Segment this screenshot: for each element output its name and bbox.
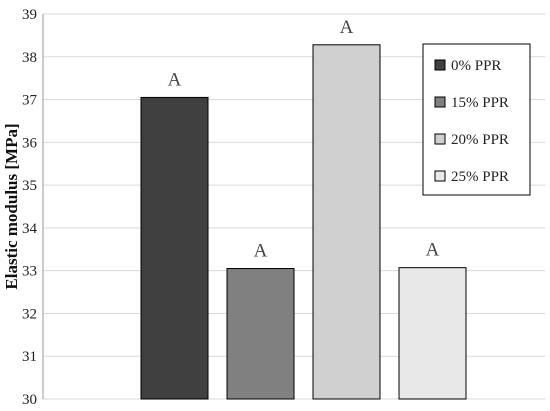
y-tick-label: 38 [22, 50, 37, 66]
bar-data-label: A [168, 69, 182, 90]
gridlines [43, 13, 545, 400]
bar [140, 96, 209, 400]
y-tick-label: 31 [22, 349, 37, 365]
bar [312, 44, 381, 400]
y-tick-label: 32 [22, 306, 37, 322]
y-tick-label: 37 [22, 93, 38, 109]
bars [140, 44, 467, 400]
legend-swatch [434, 96, 446, 108]
legend-label: 25% PPR [451, 169, 509, 185]
bar [226, 268, 295, 400]
y-tick-label: 36 [22, 135, 38, 151]
y-tick-label: 34 [22, 221, 38, 237]
bar-data-label: A [254, 241, 268, 262]
legend-label: 0% PPR [451, 58, 501, 74]
legend: 0% PPR 15% PPR 20% PPR 25% PPR [422, 43, 531, 196]
y-axis-title: Elastic modulus [MPa] [2, 123, 21, 289]
y-tick-label: 39 [22, 7, 37, 23]
bar [398, 267, 467, 400]
legend-label: 20% PPR [451, 132, 509, 148]
legend-swatch [434, 170, 446, 182]
y-tick-label: 33 [22, 264, 37, 280]
bar-data-label: A [426, 240, 440, 261]
bar-data-label: A [340, 17, 354, 38]
legend-label: 15% PPR [451, 95, 509, 111]
legend-swatch [434, 133, 446, 145]
y-tick-labels: 30 31 32 33 34 35 36 37 38 39 [22, 7, 38, 408]
y-tick-label: 35 [22, 178, 37, 194]
legend-swatch [434, 59, 446, 71]
bar-labels: A A A A [168, 17, 440, 262]
y-tick-label: 30 [22, 392, 37, 408]
